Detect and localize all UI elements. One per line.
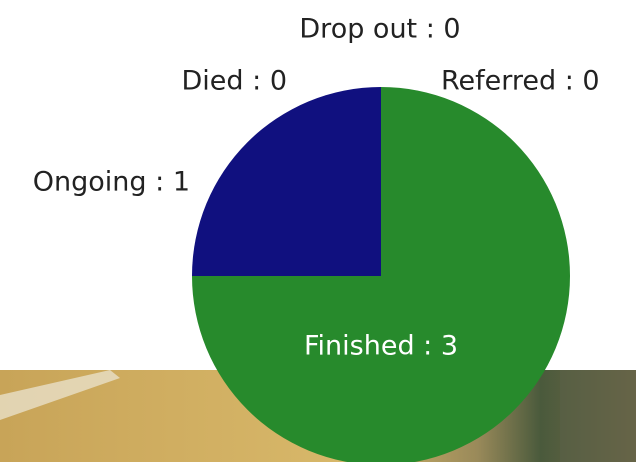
slice-label: Finished : 3 <box>304 331 458 362</box>
slice-label: Ongoing : 1 <box>33 167 190 198</box>
pie-slice <box>192 87 381 276</box>
slice-label: Referred : 0 <box>441 66 600 97</box>
slice-label: Died : 0 <box>182 66 287 97</box>
slice-label: Drop out : 0 <box>299 14 460 45</box>
